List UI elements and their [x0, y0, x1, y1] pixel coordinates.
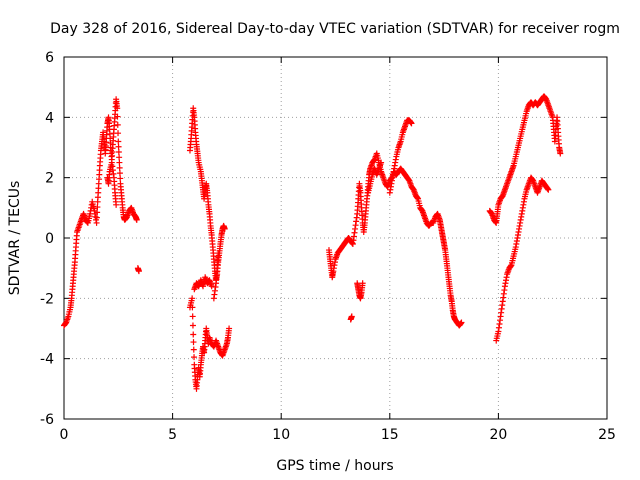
data-point	[189, 322, 196, 329]
data-point	[94, 209, 101, 216]
y-tick-label: 6	[45, 50, 54, 66]
data-point	[208, 283, 215, 290]
data-point	[114, 105, 121, 112]
data-point	[117, 175, 124, 182]
data-point	[408, 120, 415, 127]
data-point	[191, 354, 198, 361]
chart-title: Day 328 of 2016, Sidereal Day-to-day VTE…	[50, 21, 620, 37]
data-point	[115, 130, 122, 137]
data-point	[115, 138, 122, 145]
data-point	[113, 201, 120, 208]
x-tick-label: 20	[489, 427, 507, 443]
data-point	[94, 204, 101, 211]
data-point	[378, 159, 385, 166]
data-point	[557, 150, 564, 157]
data-point	[545, 186, 552, 193]
data-point	[93, 219, 100, 226]
x-axis-label: GPS time / hours	[276, 458, 393, 474]
data-point	[116, 164, 123, 171]
data-point	[93, 214, 100, 221]
x-tick-label: 15	[381, 427, 399, 443]
y-axis-label: SDTVAR / TECUs	[7, 181, 23, 296]
data-point	[359, 280, 366, 287]
data-point	[116, 170, 123, 177]
data-point	[189, 304, 196, 311]
data-point	[190, 346, 197, 353]
data-point	[116, 154, 123, 161]
data-point	[116, 159, 123, 166]
x-tick-label: 25	[598, 427, 616, 443]
data-point	[133, 216, 140, 223]
y-axis: -6 -4 -2 0 2 4 6	[40, 50, 607, 428]
y-tick-label: 0	[45, 231, 54, 247]
data-point	[115, 149, 122, 156]
data-point	[135, 268, 142, 275]
data-point	[114, 121, 121, 128]
data-point	[458, 319, 465, 326]
data-point	[114, 113, 121, 120]
data-point	[190, 331, 197, 338]
x-tick-label: 5	[168, 427, 177, 443]
x-tick-label: 0	[60, 427, 69, 443]
data-point	[189, 295, 196, 302]
x-tick-label: 10	[272, 427, 290, 443]
y-tick-label: -6	[40, 412, 54, 428]
data-point	[348, 313, 355, 320]
y-tick-label: -4	[40, 352, 54, 368]
data-point	[221, 225, 228, 232]
y-tick-label: 2	[45, 171, 54, 187]
y-tick-label: 4	[45, 110, 54, 126]
data-point	[190, 339, 197, 346]
data-point	[115, 143, 122, 150]
data-point	[189, 313, 196, 320]
data-point	[215, 250, 222, 257]
x-axis: 0 5 10 15 20 25	[60, 57, 616, 443]
data-points	[61, 93, 564, 392]
y-tick-label: -2	[40, 291, 54, 307]
data-point	[226, 325, 233, 332]
